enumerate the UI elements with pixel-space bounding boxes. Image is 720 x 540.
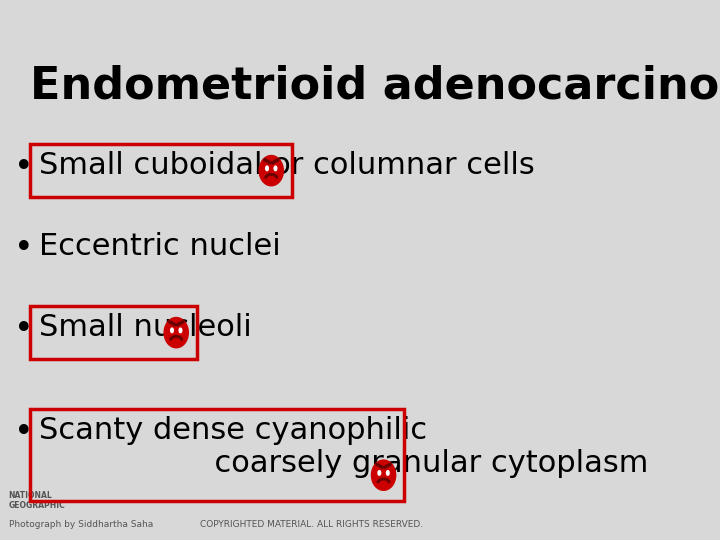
Ellipse shape xyxy=(274,166,276,171)
Ellipse shape xyxy=(171,328,174,333)
Ellipse shape xyxy=(387,471,389,475)
Circle shape xyxy=(372,460,396,490)
Text: Endometrioid adenocarcinoma ?: Endometrioid adenocarcinoma ? xyxy=(30,65,720,108)
Text: Eccentric nuclei: Eccentric nuclei xyxy=(39,232,281,261)
Text: Photograph by Siddhartha Saha: Photograph by Siddhartha Saha xyxy=(9,520,153,529)
Text: COPYRIGHTED MATERIAL. ALL RIGHTS RESERVED.: COPYRIGHTED MATERIAL. ALL RIGHTS RESERVE… xyxy=(200,520,423,529)
Ellipse shape xyxy=(179,328,181,333)
Circle shape xyxy=(164,318,189,348)
Text: •: • xyxy=(14,313,34,346)
Text: Small cuboidal or columnar cells: Small cuboidal or columnar cells xyxy=(39,151,535,180)
Ellipse shape xyxy=(378,471,381,475)
Text: •: • xyxy=(14,232,34,265)
Text: Small nucleoli: Small nucleoli xyxy=(39,313,251,342)
Text: NATIONAL
GEOGRAPHIC: NATIONAL GEOGRAPHIC xyxy=(9,491,66,510)
Text: Scanty dense cyanophilic
                  coarsely granular cytoplasm: Scanty dense cyanophilic coarsely granul… xyxy=(39,416,648,478)
Text: •: • xyxy=(14,151,34,184)
Ellipse shape xyxy=(266,166,269,171)
Circle shape xyxy=(259,156,284,186)
Text: •: • xyxy=(14,416,34,449)
